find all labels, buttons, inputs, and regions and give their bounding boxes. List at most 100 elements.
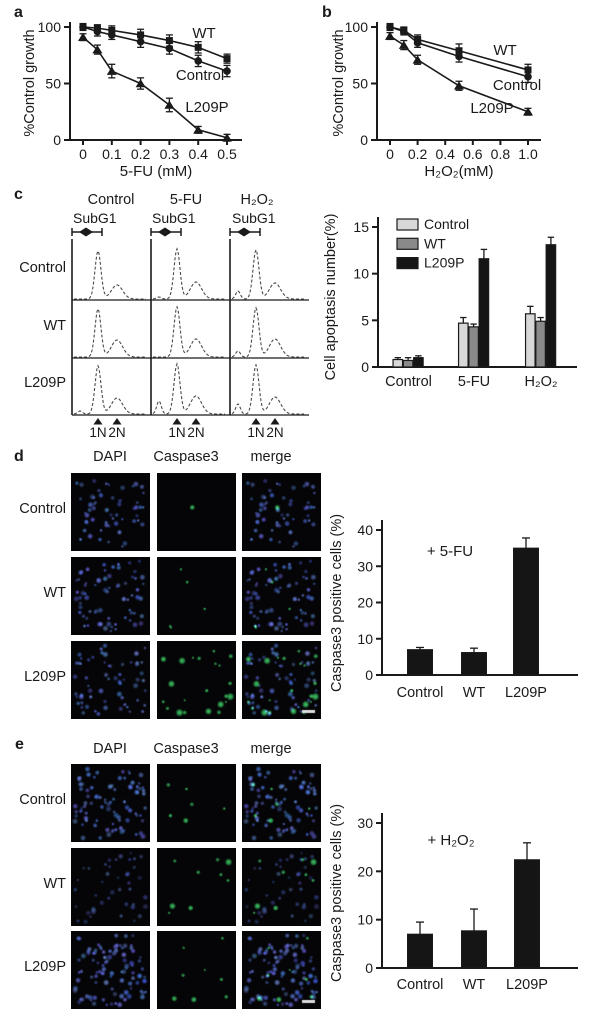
panel-a-label: a (14, 4, 23, 21)
svg-text:+ H₂O₂: + H₂O₂ (427, 832, 474, 849)
micrograph-d-wt-casp (157, 557, 236, 635)
svg-text:0: 0 (79, 146, 87, 162)
panel-e-col-header-caspase3: Caspase3 (153, 741, 219, 757)
svg-text:H₂O₂(mM): H₂O₂(mM) (424, 163, 493, 180)
svg-text:20: 20 (357, 863, 373, 879)
svg-text:2N: 2N (266, 425, 283, 440)
svg-text:H₂O₂: H₂O₂ (524, 374, 557, 390)
svg-text:0.6: 0.6 (463, 146, 483, 162)
panel-c-subg1-label-1: SubG1 (73, 210, 117, 226)
svg-text:40: 40 (357, 522, 373, 538)
svg-text:0: 0 (365, 667, 373, 683)
svg-text:0: 0 (360, 132, 368, 148)
panel-d-row-label-wt: WT (43, 585, 66, 601)
svg-text:Control: Control (176, 67, 224, 84)
svg-text:0.4: 0.4 (188, 146, 208, 162)
panel-d-col-header-caspase3: Caspase3 (153, 449, 219, 465)
panel-d-col-header-dapi: DAPI (93, 449, 127, 465)
micrograph-e-wt-casp (157, 848, 236, 926)
panel-e-label: e (15, 736, 24, 753)
svg-text:1N: 1N (168, 425, 185, 440)
panel-e-row-label-control: Control (19, 792, 66, 808)
panel-c-bar-chart: 0 5 10 15 Control 5-FU H₂O₂ Control WT L209P (353, 216, 577, 390)
svg-text:Control: Control (385, 374, 432, 390)
micrograph-d-control-merge (242, 473, 321, 551)
micrograph-d-wt-merge (242, 557, 321, 635)
micrograph-e-control-merge (242, 764, 321, 842)
svg-text:2N: 2N (187, 425, 204, 440)
svg-text:L209P: L209P (505, 685, 547, 701)
panel-d-row-label-l209p: L209P (24, 669, 66, 685)
micrograph-d-l209p-dapi (71, 641, 150, 719)
panel-c-row-label-control: Control (19, 260, 66, 276)
svg-text:100: 100 (38, 19, 62, 35)
svg-text:0: 0 (386, 146, 394, 162)
svg-text:Control: Control (424, 216, 469, 232)
micrograph-d-control-casp (157, 473, 236, 551)
svg-text:30: 30 (357, 815, 373, 831)
svg-text:0.2: 0.2 (408, 146, 428, 162)
micrograph-e-wt-dapi (71, 848, 150, 926)
micrograph-e-l209p-dapi (71, 931, 150, 1009)
panel-e-row-label-l209p: L209P (24, 959, 66, 975)
micrograph-e-l209p-merge (242, 931, 321, 1009)
svg-text:20: 20 (357, 595, 373, 611)
micrograph-d-wt-dapi (71, 557, 150, 635)
svg-text:WT: WT (493, 42, 516, 59)
svg-text:Control: Control (397, 977, 444, 993)
svg-text:30: 30 (357, 558, 373, 574)
svg-text:L209P: L209P (470, 100, 513, 117)
micrograph-e-control-dapi (71, 764, 150, 842)
micrograph-e-wt-merge (242, 848, 321, 926)
svg-text:50: 50 (352, 76, 368, 92)
svg-text:WT: WT (424, 235, 446, 251)
svg-text:L209P: L209P (185, 99, 228, 116)
svg-text:0: 0 (365, 960, 373, 976)
micrograph-e-control-casp (157, 764, 236, 842)
svg-text:5-FU: 5-FU (458, 374, 490, 390)
panel-e-col-header-merge: merge (250, 741, 292, 757)
panel-e-row-label-wt: WT (43, 876, 66, 892)
panel-c-col-header-h2o2: H₂O₂ (240, 192, 274, 208)
panel-d-label: d (14, 448, 24, 465)
panel-b-label: b (322, 4, 332, 21)
panel-c-row-label-l209p: L209P (24, 375, 66, 391)
panel-c-subg1-label-2: SubG1 (152, 210, 196, 226)
panel-c-subg1-label-3: SubG1 (232, 210, 276, 226)
svg-text:10: 10 (357, 631, 373, 647)
panel-d-bar-chart: 0 10 20 30 40 Control WT L209P + 5-FU (357, 520, 578, 701)
panel-e-col-header-dapi: DAPI (93, 741, 127, 757)
svg-text:5-FU (mM): 5-FU (mM) (120, 163, 192, 180)
panel-c-col-header-control: Control (87, 192, 135, 208)
svg-text:1.0: 1.0 (518, 146, 538, 162)
svg-text:0.1: 0.1 (102, 146, 122, 162)
svg-text:0.8: 0.8 (491, 146, 511, 162)
panel-c-label: c (14, 186, 23, 203)
panel-d-row-label-control: Control (19, 501, 66, 517)
svg-text:0.5: 0.5 (217, 146, 237, 162)
svg-text:Control: Control (493, 77, 541, 94)
panel-c-row-label-wt: WT (43, 318, 66, 334)
svg-text:WT: WT (463, 977, 486, 993)
svg-text:WT: WT (463, 685, 486, 701)
panel-c-histograms: 1N 2N 1N 2N 1N 2N (71, 227, 309, 440)
svg-text:10: 10 (357, 912, 373, 928)
svg-text:WT: WT (192, 25, 215, 42)
svg-text:L209P: L209P (424, 255, 464, 271)
svg-text:0.2: 0.2 (131, 146, 151, 162)
svg-text:100: 100 (345, 19, 369, 35)
svg-text:1N: 1N (89, 425, 106, 440)
svg-text:Control: Control (397, 685, 444, 701)
svg-text:0.4: 0.4 (435, 146, 455, 162)
svg-text:0: 0 (53, 132, 61, 148)
svg-text:10: 10 (353, 266, 369, 282)
micrograph-d-l209p-merge (242, 641, 321, 719)
panel-e-bar-chart: 0 10 20 30 Control WT L209P + H₂O₂ (357, 813, 578, 993)
svg-text:+ 5-FU: + 5-FU (427, 543, 473, 560)
micrograph-d-control-dapi (71, 473, 150, 551)
svg-text:L209P: L209P (506, 977, 548, 993)
micrograph-e-l209p-casp (157, 931, 236, 1009)
svg-text:15: 15 (353, 219, 369, 235)
panel-b-chart: 0 50 100 0 0.2 0.4 0.6 0.8 1.0 H₂O₂(mM) WT Control L… (345, 19, 542, 180)
svg-text:50: 50 (45, 76, 61, 92)
